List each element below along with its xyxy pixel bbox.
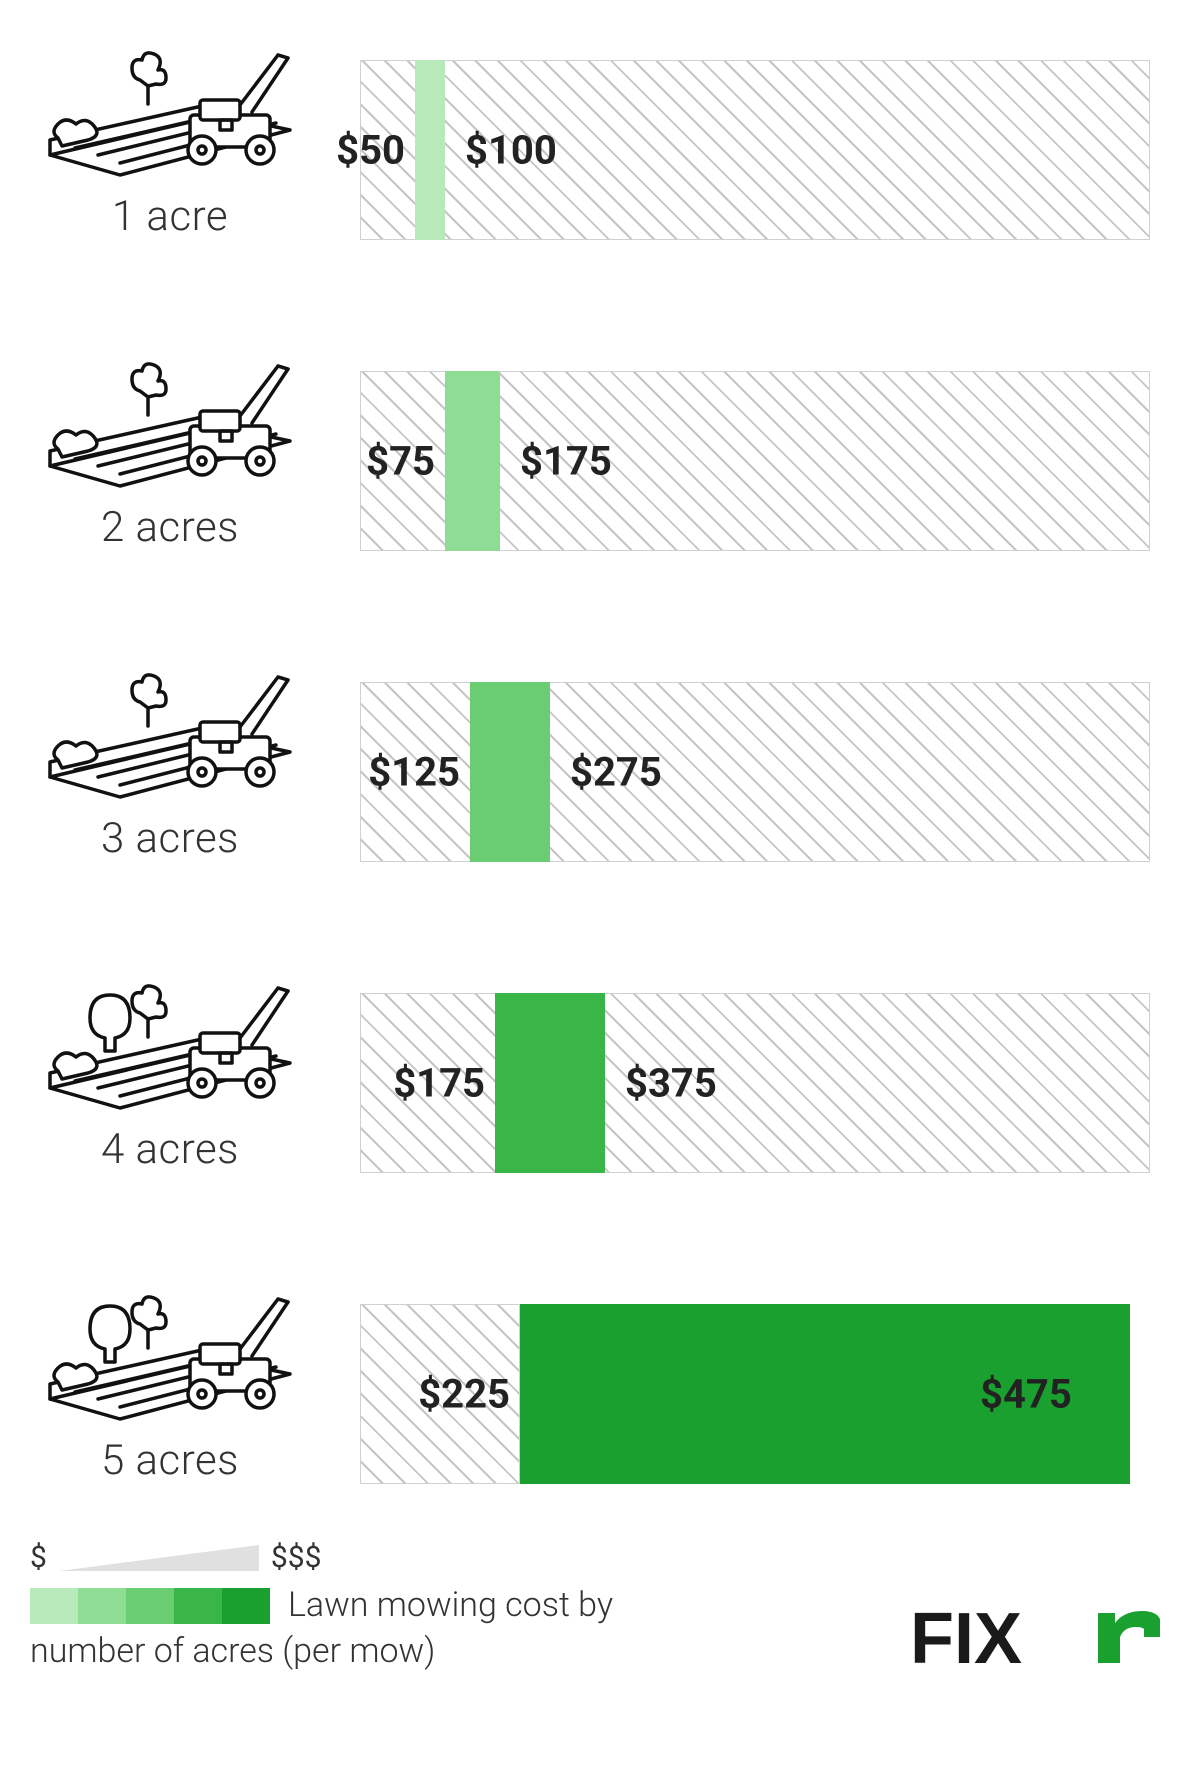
legend-swatch — [30, 1588, 78, 1624]
row-icon-column: 2 acres — [30, 331, 310, 552]
legend: $ $$$ Lawn mowing cost by number of acre… — [30, 1540, 1170, 1671]
chart-row: 4 acres $175 $375 — [30, 953, 1170, 1174]
row-bar-column: $75 $175 — [360, 331, 1170, 551]
acre-label: 1 acre — [112, 192, 228, 241]
price-low-label: $225 — [418, 1371, 510, 1418]
price-high-label: $100 — [465, 127, 557, 174]
row-bar-column: $125 $275 — [360, 642, 1170, 862]
fixr-logo: FIX — [910, 1601, 1170, 1671]
legend-low-symbol: $ — [30, 1540, 47, 1575]
price-low-label: $50 — [336, 127, 405, 174]
legend-text-line2: number of acres (per mow) — [30, 1631, 890, 1671]
legend-swatch — [222, 1588, 270, 1624]
range-bar — [445, 371, 500, 551]
chart-row: 3 acres $125 $275 — [30, 642, 1170, 863]
price-low-label: $175 — [393, 1060, 485, 1107]
legend-swatch — [174, 1588, 222, 1624]
price-high-label: $275 — [570, 749, 662, 796]
acre-label: 2 acres — [101, 503, 239, 552]
fixr-logo-icon: FIX — [910, 1601, 1170, 1671]
legend-swatches — [30, 1588, 270, 1624]
row-bar-column: $50 $100 — [360, 20, 1170, 240]
legend-swatch — [126, 1588, 174, 1624]
legend-swatch — [78, 1588, 126, 1624]
svg-text:FIX: FIX — [910, 1601, 1022, 1671]
row-bar-column: $175 $375 — [360, 953, 1170, 1173]
chart-row: 1 acre $50 $100 — [30, 20, 1170, 241]
range-bar — [415, 60, 445, 240]
acre-label: 4 acres — [101, 1125, 239, 1174]
range-bar — [495, 993, 605, 1173]
lawn-mower-icon — [40, 953, 300, 1113]
price-wedge-icon — [59, 1545, 259, 1571]
chart-row: 5 acres $225 $475 — [30, 1264, 1170, 1485]
lawn-mower-icon — [40, 20, 300, 180]
lawn-mower-icon — [40, 1264, 300, 1424]
row-bar-column: $225 $475 — [360, 1264, 1170, 1484]
price-high-label: $375 — [625, 1060, 717, 1107]
price-low-label: $75 — [366, 438, 435, 485]
price-low-label: $125 — [368, 749, 460, 796]
lawn-mower-icon — [40, 331, 300, 491]
price-high-label: $475 — [980, 1371, 1072, 1418]
row-icon-column: 4 acres — [30, 953, 310, 1174]
range-bar — [470, 682, 550, 862]
row-icon-column: 1 acre — [30, 20, 310, 241]
legend-text-line1: Lawn mowing cost by — [288, 1583, 613, 1629]
acre-label: 3 acres — [101, 814, 239, 863]
row-icon-column: 3 acres — [30, 642, 310, 863]
row-icon-column: 5 acres — [30, 1264, 310, 1485]
legend-high-symbol: $$$ — [271, 1540, 322, 1575]
lawn-mower-icon — [40, 642, 300, 802]
price-high-label: $175 — [520, 438, 612, 485]
acre-label: 5 acres — [101, 1436, 239, 1485]
chart-row: 2 acres $75 $175 — [30, 331, 1170, 552]
